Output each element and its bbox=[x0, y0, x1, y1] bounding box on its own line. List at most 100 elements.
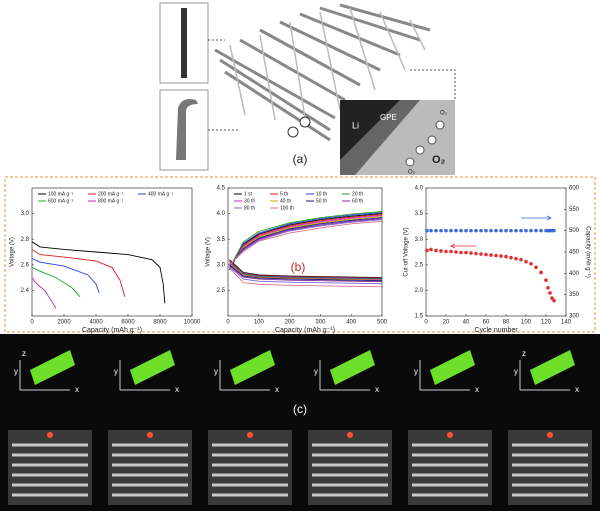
green-sheet bbox=[30, 350, 75, 385]
data-point bbox=[469, 251, 473, 255]
x-tick-label: 400 bbox=[346, 320, 357, 326]
data-point bbox=[444, 228, 448, 233]
data-point bbox=[434, 248, 438, 253]
x-tick-label: 300 bbox=[315, 320, 326, 326]
x-tick-label: 40 bbox=[463, 320, 470, 326]
y-tick-label: 3.5 bbox=[217, 237, 226, 243]
y-tick-label: 2.4 bbox=[21, 288, 30, 294]
x-tick-label: 120 bbox=[541, 320, 552, 326]
data-line bbox=[31, 257, 100, 294]
y2-tick-label: 450 bbox=[569, 250, 580, 256]
green-sheet bbox=[330, 350, 375, 385]
y-tick-label: 2.5 bbox=[415, 262, 424, 268]
x-axis-title: Capacity (mAh g⁻¹) bbox=[82, 327, 142, 334]
data-point bbox=[459, 250, 463, 255]
data-point bbox=[529, 228, 533, 233]
y-tick-label: 4.0 bbox=[415, 186, 424, 192]
legend-label: 200 mA g⁻¹ bbox=[98, 191, 124, 197]
data-point bbox=[489, 253, 493, 257]
terminal bbox=[299, 116, 311, 128]
legend-label: 100 th bbox=[280, 205, 294, 211]
y2-tick-label: 500 bbox=[569, 228, 580, 234]
x-tick-label: 140 bbox=[561, 320, 572, 326]
data-point bbox=[546, 286, 550, 290]
green-sheet bbox=[130, 350, 175, 385]
data-line bbox=[229, 215, 383, 268]
data-point bbox=[474, 251, 478, 256]
axis-letter: y bbox=[14, 367, 18, 376]
legend-label: 400 mA g⁻¹ bbox=[148, 191, 174, 197]
data-line bbox=[229, 217, 383, 267]
data-point bbox=[529, 261, 533, 266]
x-tick-label: 0 bbox=[424, 320, 428, 326]
legend-label: 80 th bbox=[244, 205, 255, 211]
data-point bbox=[464, 228, 468, 233]
panel-c-background bbox=[0, 334, 600, 511]
panel-label: (c) bbox=[293, 402, 307, 416]
data-line bbox=[31, 249, 126, 297]
green-sheet bbox=[430, 350, 475, 385]
x-tick-label: 80 bbox=[503, 320, 510, 326]
y-tick-label: 2.0 bbox=[415, 288, 424, 294]
plot-area bbox=[227, 187, 383, 317]
data-point bbox=[454, 228, 458, 233]
x-tick-label: 0 bbox=[30, 320, 34, 326]
data-line bbox=[229, 211, 383, 269]
x-tick-label: 60 bbox=[483, 320, 490, 326]
inset-label: O₂ bbox=[440, 111, 448, 117]
fiber-bent bbox=[176, 99, 198, 160]
data-point bbox=[425, 228, 429, 233]
x-tick-label: 8000 bbox=[153, 320, 167, 326]
led bbox=[47, 432, 53, 438]
inset-label: Li bbox=[352, 120, 359, 130]
data-point bbox=[514, 256, 518, 261]
data-point bbox=[552, 298, 556, 303]
axis-letter: z bbox=[522, 349, 526, 358]
y-tick-label: 1.5 bbox=[415, 314, 424, 320]
y-axis-title: Cut-off Voltage (V) bbox=[404, 227, 410, 276]
data-point bbox=[550, 296, 554, 300]
data-point bbox=[449, 249, 453, 254]
green-sheet bbox=[530, 350, 575, 385]
device-photo bbox=[408, 430, 492, 505]
y-tick-label: 4.0 bbox=[217, 211, 226, 217]
data-point bbox=[504, 228, 508, 233]
axis-letter: x bbox=[275, 385, 279, 394]
data-line bbox=[229, 266, 383, 285]
data-line bbox=[31, 277, 57, 309]
data-point bbox=[504, 254, 508, 259]
legend-label: 40 th bbox=[280, 198, 291, 204]
x-tick-label: 500 bbox=[377, 320, 388, 326]
x-tick-label: 200 bbox=[285, 320, 296, 326]
data-point bbox=[459, 228, 463, 233]
data-point bbox=[499, 254, 503, 258]
axis-letter: z bbox=[22, 349, 26, 358]
data-point bbox=[524, 259, 528, 264]
data-point bbox=[509, 228, 513, 233]
device-photo bbox=[308, 430, 392, 505]
x-tick-label: 20 bbox=[443, 320, 450, 326]
axis-letter: y bbox=[214, 367, 218, 376]
panel-label: (a) bbox=[293, 152, 308, 166]
data-point bbox=[519, 228, 523, 233]
led bbox=[147, 432, 153, 438]
legend-label: 800 mA g⁻¹ bbox=[98, 198, 124, 204]
data-line bbox=[31, 266, 81, 298]
data-point bbox=[439, 249, 443, 253]
data-point bbox=[544, 278, 548, 282]
data-point bbox=[494, 253, 498, 258]
fiber bbox=[181, 8, 187, 78]
data-point bbox=[474, 228, 478, 233]
x-axis-title: Capacity (mAh g⁻¹) bbox=[275, 327, 335, 334]
data-point bbox=[454, 250, 458, 254]
x-tick-label: 0 bbox=[226, 320, 230, 326]
device-photo bbox=[508, 430, 592, 505]
data-point bbox=[539, 228, 543, 233]
legend-label: 30 th bbox=[244, 198, 255, 204]
data-point bbox=[469, 228, 473, 233]
data-point bbox=[539, 270, 543, 275]
led bbox=[247, 432, 253, 438]
legend-label: 50 th bbox=[316, 198, 327, 204]
data-point bbox=[548, 291, 552, 295]
